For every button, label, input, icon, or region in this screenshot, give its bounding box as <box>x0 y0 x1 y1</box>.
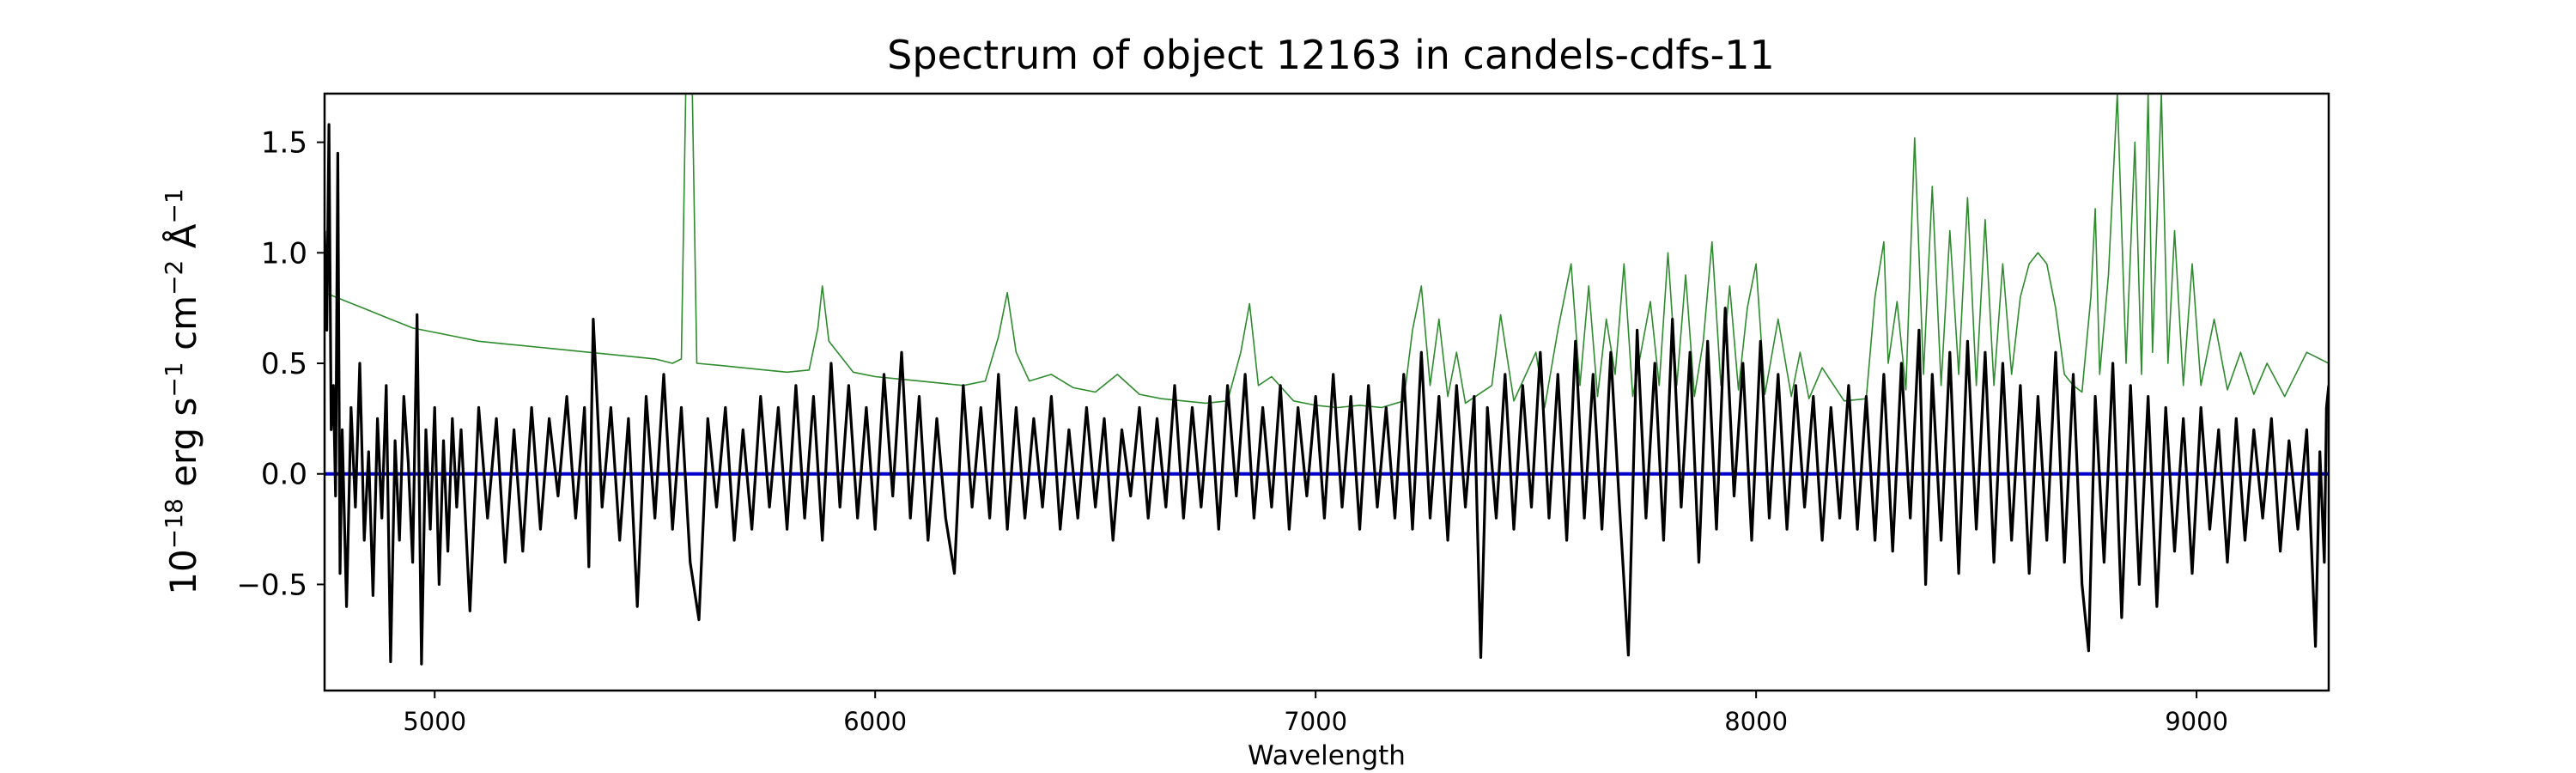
ylabel-exp2: −1 <box>160 362 188 397</box>
series-layer <box>325 94 2329 666</box>
x-axis-label: Wavelength <box>1248 740 1406 771</box>
plot-frame <box>323 92 2330 692</box>
ylabel-erg: erg s <box>162 398 204 499</box>
x-tick-label: 9000 <box>2165 707 2228 736</box>
ylabel-exp1: −18 <box>160 498 188 549</box>
series-line-error <box>325 94 2329 409</box>
y-axis-label: 10−18 erg s−1 cm−2 Å−1 <box>160 188 204 594</box>
y-tick-label: 1.5 <box>261 126 307 161</box>
ylabel-base: 10 <box>162 549 204 594</box>
y-tick-label: 0.0 <box>261 458 307 492</box>
ylabel-cm: cm <box>162 295 204 362</box>
ylabel-ang: Å <box>161 223 204 259</box>
ylabel-exp3: −2 <box>160 260 188 295</box>
chart-title: Spectrum of object 12163 in candels-cdfs… <box>887 32 1775 78</box>
ylabel-exp4: −1 <box>160 188 188 223</box>
x-axis: 5000 6000 7000 8000 9000 <box>403 691 2228 736</box>
x-tick-label: 5000 <box>403 707 466 736</box>
y-tick-label: −0.5 <box>236 568 307 602</box>
x-tick-label: 7000 <box>1284 707 1347 736</box>
y-tick-label: 0.5 <box>261 347 307 381</box>
series-line-flux <box>325 123 2329 666</box>
x-tick-label: 8000 <box>1724 707 1788 736</box>
y-axis: −0.5 0.0 0.5 1.0 1.5 <box>236 126 325 602</box>
x-tick-label: 6000 <box>843 707 907 736</box>
y-tick-label: 1.0 <box>261 236 307 271</box>
